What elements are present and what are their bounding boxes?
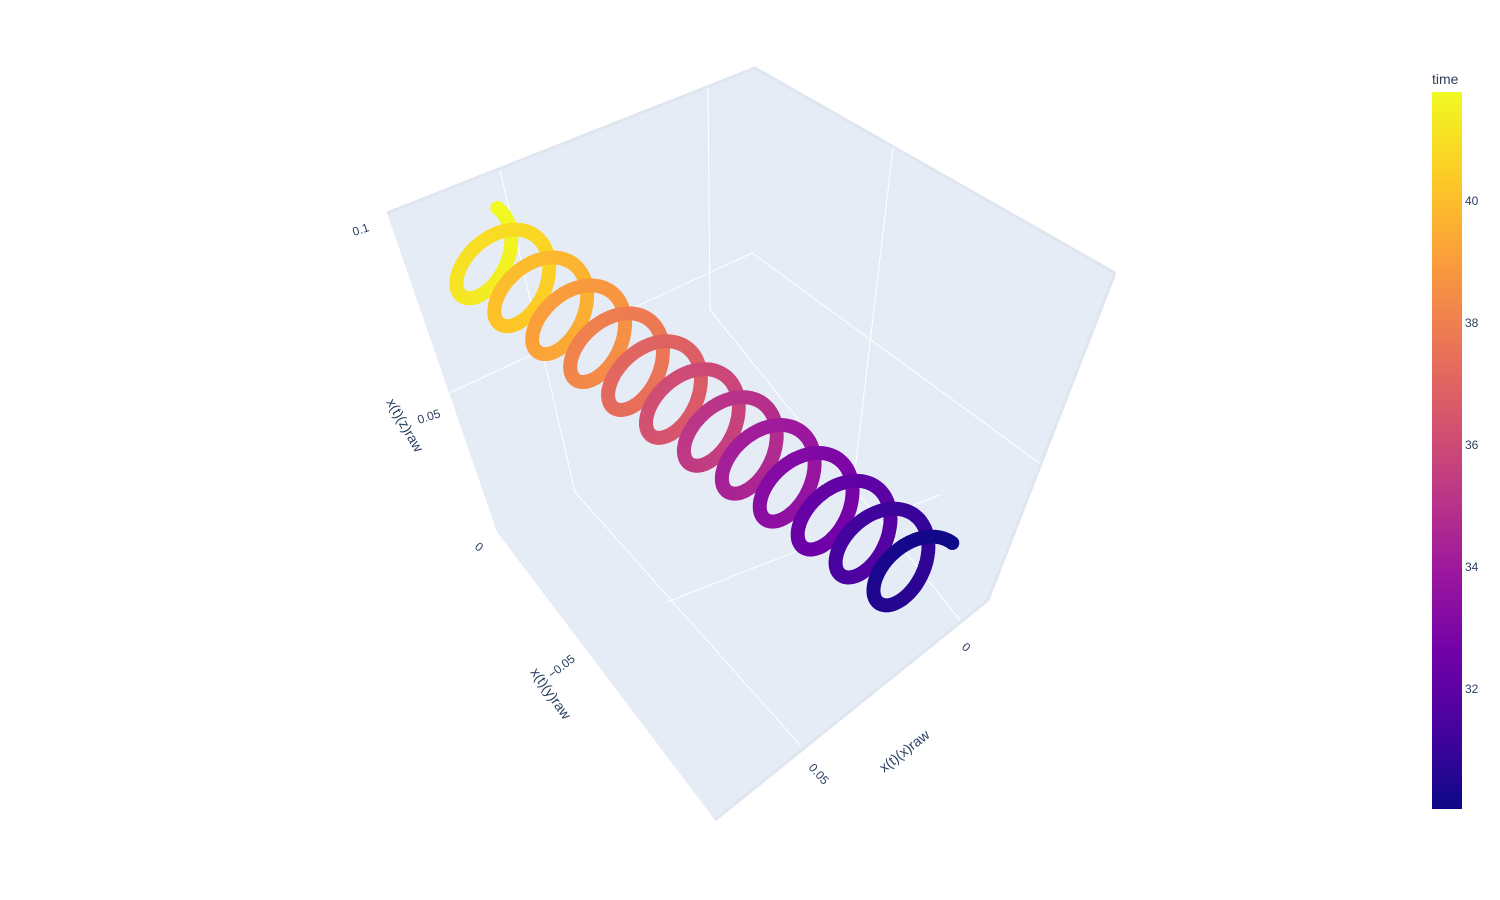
floor-pane xyxy=(497,253,988,820)
z-tick-label: 0.1 xyxy=(351,220,372,239)
scene-panes xyxy=(387,68,1115,820)
data-point xyxy=(490,201,505,215)
colorbar: time 40 38 36 34 32 xyxy=(1432,71,1479,809)
z-tick-label: 0.05 xyxy=(416,406,443,427)
x-axis-title: x(t)(x)raw xyxy=(876,726,933,776)
data-point xyxy=(847,519,862,534)
data-point xyxy=(580,325,594,340)
pane-edges xyxy=(386,66,1117,822)
colorbar-tick-label: 40 xyxy=(1465,194,1479,208)
data-point xyxy=(694,409,709,424)
x-tick-label: 0.05 xyxy=(806,761,832,788)
data-point xyxy=(884,548,899,563)
data-point xyxy=(543,296,558,311)
right-pane xyxy=(752,68,1115,600)
data-point xyxy=(769,465,784,480)
colorbar-title: time xyxy=(1432,71,1459,87)
data-point xyxy=(618,352,633,367)
z-axis-ticks: 0.1 0.05 0 xyxy=(351,220,487,554)
x-tick-label: 0 xyxy=(959,640,974,655)
z-tick-label: 0 xyxy=(472,539,486,554)
back-pane xyxy=(387,68,755,532)
colorbar-gradient xyxy=(1432,92,1462,809)
colorbar-tick-label: 32 xyxy=(1465,682,1479,696)
data-point xyxy=(504,269,519,284)
data-point xyxy=(657,379,672,394)
colorbar-tick-label: 36 xyxy=(1465,438,1479,452)
data-point xyxy=(733,436,748,451)
data-point xyxy=(468,240,482,255)
colorbar-tick-label: 38 xyxy=(1465,316,1479,330)
colorbar-tick-label: 34 xyxy=(1465,560,1479,574)
data-point xyxy=(808,492,823,507)
data-markers xyxy=(449,201,960,613)
